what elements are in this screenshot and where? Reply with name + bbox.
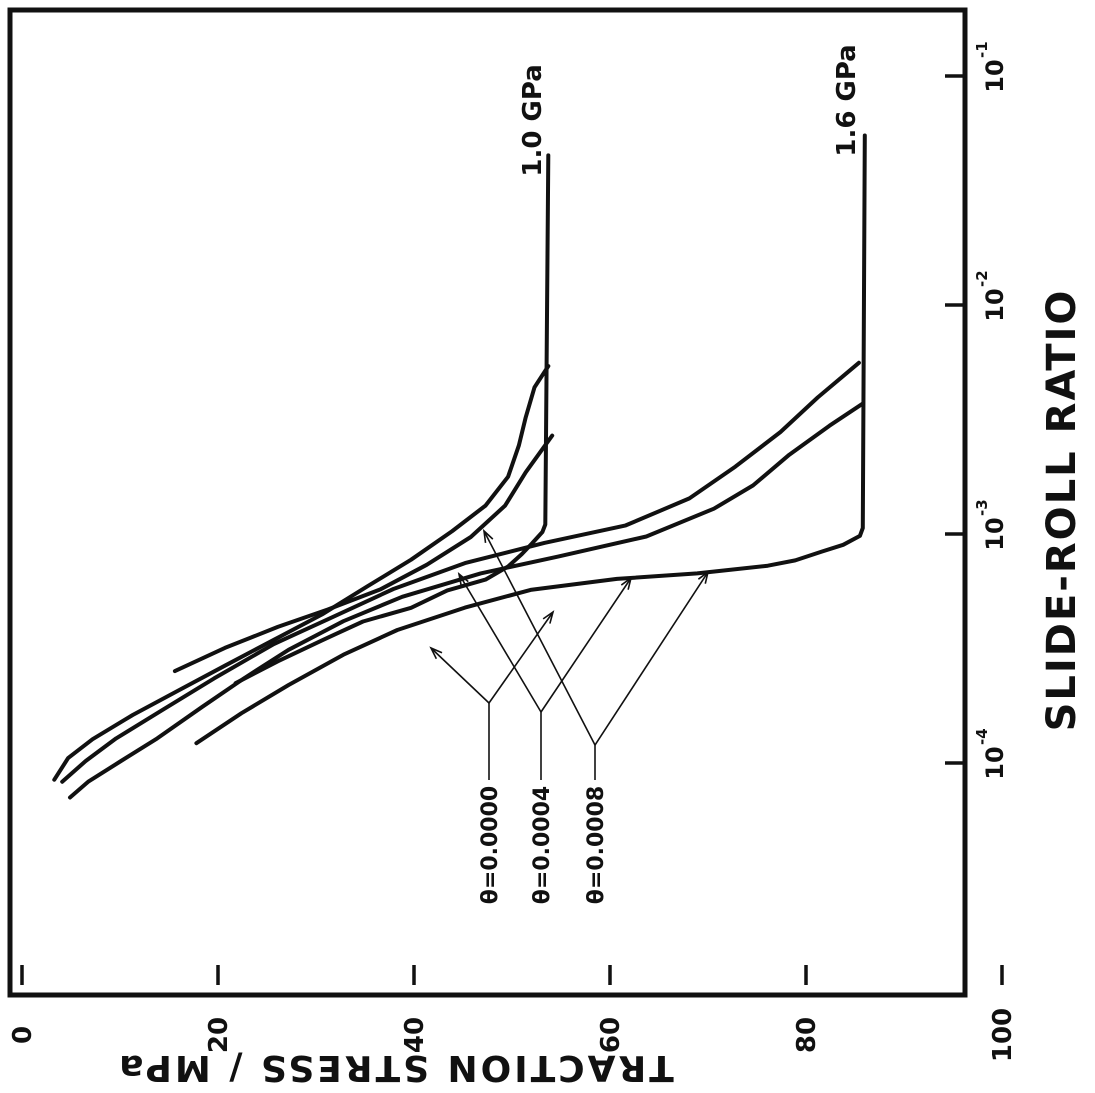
theta-label: θ=0.0004 <box>530 786 555 904</box>
pressure-label: 1.0 GPa <box>518 64 548 176</box>
x-tick-label: 10-2 <box>973 270 1009 321</box>
legend-arrows <box>429 528 710 780</box>
x-axis-title: SLIDE-ROLL RATIO <box>1039 289 1085 732</box>
arrowhead <box>542 610 555 624</box>
y-tick-label: 0 <box>8 1026 38 1044</box>
y-tick-label: 40 <box>400 1017 430 1053</box>
series-line <box>233 153 551 686</box>
arrowhead <box>429 646 443 660</box>
x-tick-base: 10 <box>981 59 1009 92</box>
legend-arrow <box>540 577 632 713</box>
theta-label: θ=0.0000 <box>478 786 503 904</box>
x-tick-base: 10 <box>981 746 1009 779</box>
x-tick-exponent: -3 <box>973 499 991 516</box>
theta-label: θ=0.0008 <box>584 786 609 904</box>
y-tick-label: 20 <box>204 1017 234 1053</box>
data-curves <box>52 133 867 800</box>
x-tick-label: 10-3 <box>973 499 1009 550</box>
legend-arrow <box>488 611 554 704</box>
series-line <box>52 364 551 782</box>
y-axis-title: TRACTION STRESS / MPa <box>116 1047 674 1088</box>
y-tick-label: 60 <box>596 1017 626 1053</box>
x-tick-base: 10 <box>981 517 1009 550</box>
legend-arrow <box>430 647 490 704</box>
x-tick-exponent: -1 <box>973 41 991 58</box>
y-tick-label: 100 <box>988 1008 1018 1062</box>
pressure-label: 1.6 GPa <box>832 44 862 156</box>
legend-arrow <box>458 573 542 713</box>
series-line <box>68 401 865 800</box>
y-tick-label: 80 <box>792 1017 822 1053</box>
x-tick-base: 10 <box>981 288 1009 321</box>
axis-ticks <box>20 74 1004 985</box>
x-tick-exponent: -2 <box>973 270 991 287</box>
x-tick-label: 10-4 <box>973 728 1009 779</box>
legend-arrow <box>483 530 596 746</box>
series-line <box>194 133 867 746</box>
plot-frame <box>7 7 968 998</box>
series-line <box>60 360 861 784</box>
legend-arrow <box>594 571 709 746</box>
x-tick-label: 10-1 <box>973 41 1009 92</box>
series-line <box>172 433 555 674</box>
x-tick-exponent: -4 <box>973 728 991 745</box>
arrowhead <box>482 528 494 544</box>
